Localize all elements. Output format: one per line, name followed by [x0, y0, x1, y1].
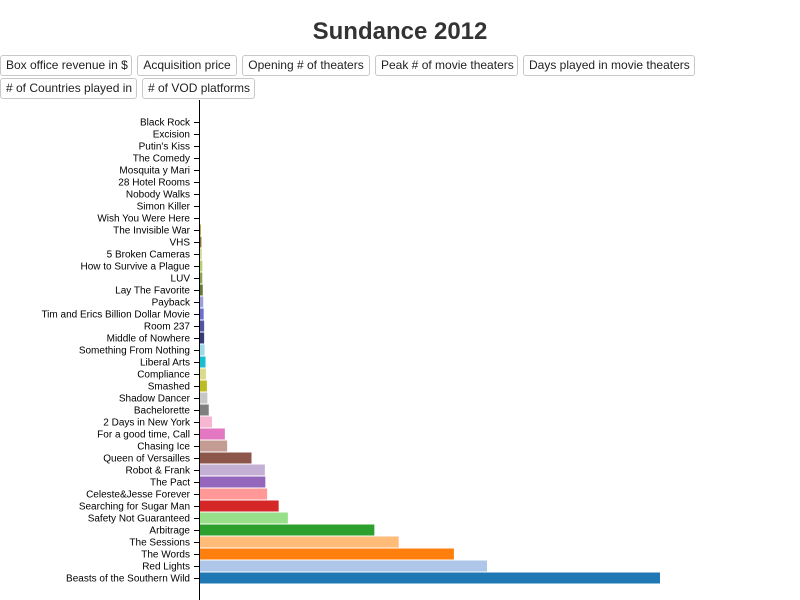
y-tick-label-12: How to Survive a Plague [80, 262, 190, 273]
bar-32[interactable] [200, 500, 279, 512]
y-tick-label-38: Beasts of the Southern Wild [66, 574, 190, 585]
bar-11[interactable] [200, 248, 202, 260]
y-tick-label-15: Payback [152, 298, 191, 309]
y-tick-label-6: Nobody Walks [126, 190, 190, 201]
y-tick-label-18: Middle of Nowhere [107, 334, 191, 345]
y-tick-label-26: For a good time, Call [97, 430, 190, 441]
bar-28[interactable] [200, 452, 252, 464]
metric-button-acquisition-price[interactable]: Acquisition price [137, 55, 237, 76]
bar-33[interactable] [200, 512, 288, 524]
bar-14[interactable] [200, 284, 203, 296]
bar-19[interactable] [200, 344, 205, 356]
bar-16[interactable] [200, 308, 204, 320]
bar-26[interactable] [200, 428, 225, 440]
bars-group [200, 224, 660, 584]
y-tick-label-33: Safety Not Guaranteed [88, 514, 190, 525]
y-tick-label-28: Queen of Versailles [103, 454, 190, 465]
y-tick-label-30: The Pact [150, 478, 190, 489]
metric-button-days-played[interactable]: Days played in movie theaters [523, 55, 695, 76]
bar-35[interactable] [200, 536, 399, 548]
bar-15[interactable] [200, 296, 204, 308]
bar-13[interactable] [200, 272, 203, 284]
y-tick-label-24: Bachelorette [134, 406, 191, 417]
bar-9[interactable] [200, 224, 201, 236]
y-tick-label-9: The Invisible War [113, 226, 191, 237]
bar-24[interactable] [200, 404, 209, 416]
y-tick-label-31: Celeste&Jesse Forever [86, 490, 191, 501]
bar-38[interactable] [200, 572, 660, 584]
bar-10[interactable] [200, 236, 202, 248]
y-tick-label-8: Wish You Were Here [97, 214, 190, 225]
bar-37[interactable] [200, 560, 488, 572]
bar-20[interactable] [200, 356, 206, 368]
bar-22[interactable] [200, 380, 207, 392]
y-tick-label-17: Room 237 [144, 322, 191, 333]
metric-button-vod-platforms[interactable]: # of VOD platforms [142, 78, 255, 99]
y-tick-label-36: The Words [141, 550, 190, 561]
bar-21[interactable] [200, 368, 206, 380]
y-tick-label-19: Something From Nothing [79, 346, 190, 357]
y-tick-label-14: Lay The Favorite [115, 286, 190, 297]
bar-23[interactable] [200, 392, 208, 404]
y-tick-label-23: Shadow Dancer [119, 394, 191, 405]
bar-31[interactable] [200, 488, 268, 500]
bar-27[interactable] [200, 440, 228, 452]
metric-button-countries[interactable]: # of Countries played in [0, 78, 137, 99]
y-tick-label-2: Putin's Kiss [139, 142, 190, 153]
bar-12[interactable] [200, 260, 203, 272]
y-tick-label-35: The Sessions [129, 538, 190, 549]
y-tick-label-20: Liberal Arts [140, 358, 190, 369]
y-tick-label-5: 28 Hotel Rooms [118, 178, 190, 189]
bar-36[interactable] [200, 548, 454, 560]
bar-29[interactable] [200, 464, 265, 476]
y-tick-label-29: Robot & Frank [126, 466, 191, 477]
y-tick-label-22: Smashed [148, 382, 190, 393]
metric-button-box-office[interactable]: Box office revenue in $ [0, 55, 132, 76]
bar-25[interactable] [200, 416, 212, 428]
y-tick-label-0: Black Rock [140, 118, 191, 129]
y-tick-label-25: 2 Days in New York [103, 418, 191, 429]
y-tick-label-3: The Comedy [133, 154, 190, 165]
y-tick-label-4: Mosquita y Mari [119, 166, 190, 177]
bar-34[interactable] [200, 524, 375, 536]
bar-30[interactable] [200, 476, 266, 488]
metric-button-opening-theaters[interactable]: Opening # of theaters [242, 55, 370, 76]
y-tick-label-16: Tim and Erics Billion Dollar Movie [41, 310, 190, 321]
y-tick-label-7: Simon Killer [137, 202, 191, 213]
y-tick-label-37: Red Lights [142, 562, 190, 573]
bar-18[interactable] [200, 332, 205, 344]
y-tick-label-21: Compliance [137, 370, 190, 381]
y-tick-label-10: VHS [169, 238, 190, 249]
metric-button-peak-theaters[interactable]: Peak # of movie theaters [375, 55, 518, 76]
y-tick-label-11: 5 Broken Cameras [107, 250, 190, 261]
y-tick-label-1: Excision [153, 130, 190, 141]
y-tick-label-27: Chasing Ice [137, 442, 190, 453]
y-tick-label-13: LUV [171, 274, 191, 285]
y-tick-label-32: Searching for Sugar Man [79, 502, 190, 513]
y-tick-label-34: Arbitrage [149, 526, 190, 537]
page-title: Sundance 2012 [312, 18, 488, 45]
bar-17[interactable] [200, 320, 205, 332]
